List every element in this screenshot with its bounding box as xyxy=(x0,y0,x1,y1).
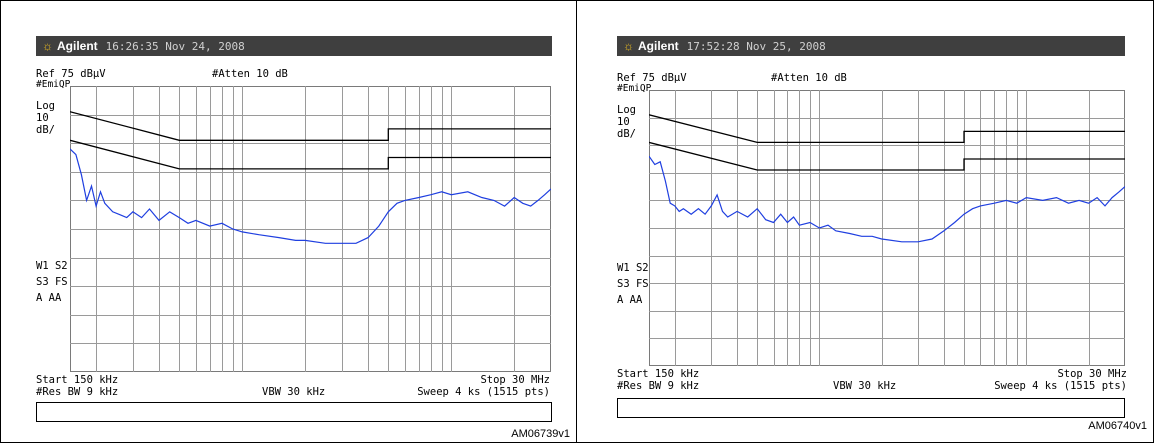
limit-line-1 xyxy=(649,114,1125,144)
detector-mode: #EmiQP xyxy=(36,79,71,90)
resolution-bandwidth: #Res BW 9 kHz xyxy=(36,386,119,398)
limit-line-2 xyxy=(70,139,551,170)
scale-unit: dB/ xyxy=(617,128,636,140)
marker-info-2: S3 FS xyxy=(617,278,649,290)
analyzer-panel-left: ☼ Agilent 16:26:35 Nov 24, 2008 Ref 75 dBµ… xyxy=(0,0,576,443)
marker-info-2: S3 FS xyxy=(36,276,68,288)
spectrum-trace xyxy=(70,148,551,244)
video-bandwidth: VBW 30 kHz xyxy=(833,380,897,392)
stop-frequency: Stop 30 MHz xyxy=(1057,368,1127,380)
brand-name: Agilent xyxy=(638,39,679,53)
agilent-sun-icon: ☼ xyxy=(623,39,634,53)
marker-info-3: A AA xyxy=(36,292,62,304)
scale-value: 10 xyxy=(617,116,630,128)
attenuation: #Atten 10 dB xyxy=(212,68,288,80)
marker-info-1: W1 S2 xyxy=(617,262,649,274)
title-bar: ☼ Agilent 16:26:35 Nov 24, 2008 xyxy=(36,36,552,56)
scale-type: Log xyxy=(617,104,636,116)
panel-divider xyxy=(576,0,577,443)
sweep-info: Sweep 4 ks (1515 pts) xyxy=(994,380,1127,392)
limit-line-1 xyxy=(70,111,551,141)
stop-frequency: Stop 30 MHz xyxy=(480,374,550,386)
spectrum-plot xyxy=(70,86,551,372)
scale-value: 10 xyxy=(36,112,49,124)
spectrum-trace xyxy=(649,155,1125,243)
brand-name: Agilent xyxy=(57,39,98,53)
limit-line-2 xyxy=(649,141,1125,171)
title-bar: ☼ Agilent 17:52:28 Nov 25, 2008 xyxy=(617,36,1125,56)
agilent-sun-icon: ☼ xyxy=(42,39,53,53)
start-frequency: Start 150 kHz xyxy=(36,374,119,386)
status-box xyxy=(36,402,552,422)
timestamp: 16:26:35 Nov 24, 2008 xyxy=(105,40,245,53)
timestamp: 17:52:28 Nov 25, 2008 xyxy=(686,40,826,53)
start-frequency: Start 150 kHz xyxy=(617,368,700,380)
scale-type: Log xyxy=(36,100,55,112)
marker-info-1: W1 S2 xyxy=(36,260,68,272)
figure-code: AM06740v1 xyxy=(1088,420,1147,432)
ref-level: Ref 75 dBµV xyxy=(617,72,687,84)
analyzer-panel-right: ☼ Agilent 17:52:28 Nov 25, 2008 Ref 75 dBµ… xyxy=(577,0,1153,443)
detector-mode: #EmiQP xyxy=(617,83,652,94)
marker-info-3: A AA xyxy=(617,294,643,306)
figure-code: AM06739v1 xyxy=(511,428,570,440)
sweep-info: Sweep 4 ks (1515 pts) xyxy=(417,386,550,398)
video-bandwidth: VBW 30 kHz xyxy=(262,386,326,398)
status-box xyxy=(617,398,1125,418)
spectrum-plot xyxy=(649,90,1125,366)
resolution-bandwidth: #Res BW 9 kHz xyxy=(617,380,700,392)
ref-level: Ref 75 dBµV xyxy=(36,68,106,80)
scale-unit: dB/ xyxy=(36,124,55,136)
attenuation: #Atten 10 dB xyxy=(771,72,847,84)
